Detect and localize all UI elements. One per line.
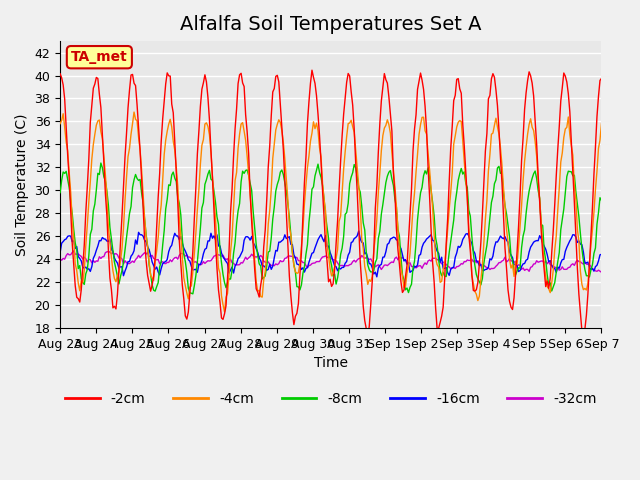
Y-axis label: Soil Temperature (C): Soil Temperature (C)	[15, 113, 29, 256]
Title: Alfalfa Soil Temperatures Set A: Alfalfa Soil Temperatures Set A	[180, 15, 481, 34]
Text: TA_met: TA_met	[71, 50, 128, 64]
Legend: -2cm, -4cm, -8cm, -16cm, -32cm: -2cm, -4cm, -8cm, -16cm, -32cm	[60, 386, 602, 412]
X-axis label: Time: Time	[314, 356, 348, 370]
